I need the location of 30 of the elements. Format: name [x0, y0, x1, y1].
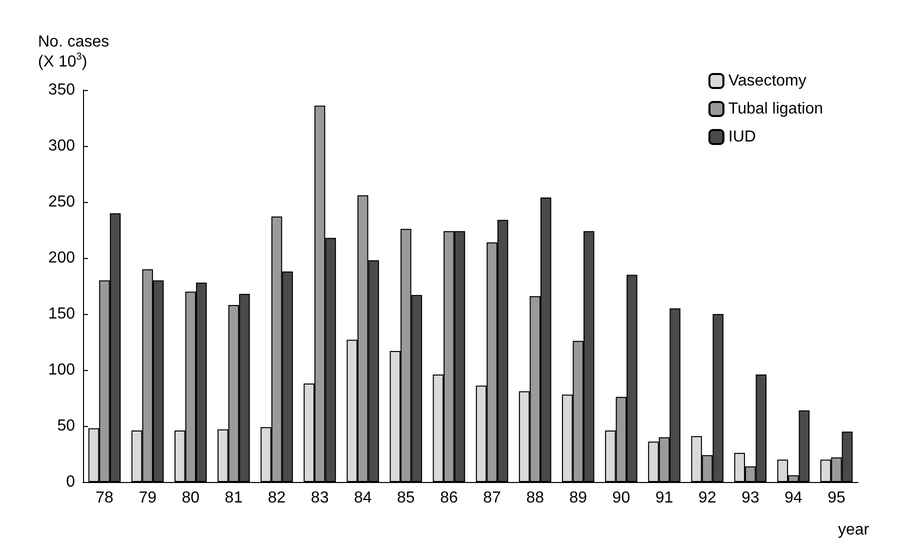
- legend-label: Vasectomy: [728, 72, 806, 90]
- y-tick-label: 50: [57, 418, 76, 434]
- y-tick-label: 200: [48, 250, 76, 266]
- x-tick-label: 80: [182, 490, 200, 506]
- y-tick-label: 150: [48, 306, 76, 322]
- legend-label: IUD: [728, 128, 756, 146]
- y-tick-label: 0: [66, 474, 76, 490]
- legend-label: Tubal ligation: [728, 100, 823, 118]
- x-tick-label: 88: [526, 490, 544, 506]
- x-tick-label: 92: [698, 490, 716, 506]
- x-tick-label: 90: [612, 490, 630, 506]
- y-tick-label: 300: [48, 138, 76, 154]
- x-tick-label: 85: [397, 490, 415, 506]
- x-tick-label: 89: [569, 490, 588, 506]
- x-axis-title: year: [838, 522, 870, 538]
- x-tick-label: 79: [138, 490, 157, 506]
- x-tick-label: 84: [354, 490, 372, 506]
- x-tick-label: 93: [741, 490, 760, 506]
- x-tick-label: 82: [268, 490, 286, 506]
- x-tick-label: 87: [483, 490, 502, 506]
- x-tick-label: 81: [224, 490, 243, 506]
- x-tick-label: 94: [784, 490, 802, 506]
- y-tick-label: 100: [48, 362, 76, 378]
- x-tick-label: 95: [828, 490, 846, 506]
- y-tick-label: 250: [48, 194, 76, 210]
- y-tick-label: 350: [48, 82, 76, 98]
- x-tick-label: 86: [440, 490, 458, 506]
- x-tick-label: 78: [96, 490, 114, 506]
- x-tick-label: 91: [655, 490, 674, 506]
- x-tick-label: 83: [310, 490, 329, 506]
